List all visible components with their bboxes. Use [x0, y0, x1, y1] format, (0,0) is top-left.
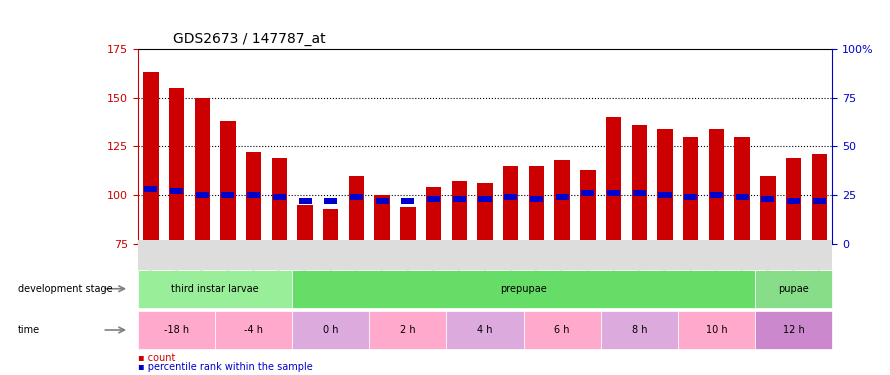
Text: -4 h: -4 h — [244, 325, 263, 335]
Text: 12 h: 12 h — [782, 325, 805, 335]
Bar — [477, 183, 493, 244]
Bar — [170, 188, 183, 194]
Bar — [222, 192, 234, 198]
Bar — [760, 176, 775, 244]
Text: pupae: pupae — [778, 284, 809, 294]
Bar — [786, 158, 801, 244]
Text: 8 h: 8 h — [632, 325, 647, 335]
Text: time: time — [18, 325, 40, 335]
Bar — [684, 194, 697, 200]
Bar — [451, 182, 467, 244]
Bar — [426, 187, 441, 244]
Bar — [143, 72, 158, 244]
Bar — [349, 176, 364, 244]
Bar — [708, 129, 724, 244]
Bar — [324, 198, 337, 204]
Text: GDS2673 / 147787_at: GDS2673 / 147787_at — [173, 32, 325, 46]
Bar — [812, 154, 827, 244]
Bar — [376, 198, 389, 204]
Bar — [246, 152, 262, 244]
Bar — [554, 160, 570, 244]
Bar — [710, 192, 723, 198]
Text: -18 h: -18 h — [164, 325, 189, 335]
Bar — [505, 194, 517, 200]
Bar — [658, 129, 673, 244]
Bar — [607, 190, 620, 196]
Bar — [580, 170, 595, 244]
Bar — [453, 196, 465, 202]
Bar — [581, 190, 595, 196]
Bar — [813, 198, 826, 204]
Bar — [273, 194, 286, 200]
Bar — [503, 166, 519, 244]
Text: ▪ percentile rank within the sample: ▪ percentile rank within the sample — [138, 363, 312, 372]
Bar — [169, 88, 184, 244]
Text: third instar larvae: third instar larvae — [171, 284, 259, 294]
Bar — [529, 166, 544, 244]
Bar — [632, 125, 647, 244]
Text: 10 h: 10 h — [706, 325, 727, 335]
Bar — [606, 117, 621, 244]
Bar — [530, 196, 543, 202]
Bar — [400, 207, 416, 244]
Bar — [555, 194, 569, 200]
Bar — [144, 186, 158, 192]
Bar — [297, 205, 312, 244]
Bar — [375, 195, 390, 244]
Text: 2 h: 2 h — [400, 325, 416, 335]
Bar — [401, 198, 415, 204]
Bar — [271, 158, 287, 244]
Text: prepupae: prepupae — [500, 284, 547, 294]
Text: 6 h: 6 h — [554, 325, 570, 335]
Text: ▪ count: ▪ count — [138, 353, 175, 363]
Bar — [736, 194, 748, 200]
Bar — [427, 196, 441, 202]
Bar — [350, 194, 363, 200]
Bar — [298, 198, 312, 204]
Bar — [195, 98, 210, 244]
Bar — [220, 121, 236, 244]
Bar — [659, 192, 672, 198]
Bar — [761, 196, 774, 202]
Bar — [787, 198, 800, 204]
Bar — [196, 192, 209, 198]
Bar — [683, 136, 699, 244]
Bar — [734, 136, 750, 244]
Text: development stage: development stage — [18, 284, 112, 294]
Text: 4 h: 4 h — [477, 325, 493, 335]
Bar — [323, 209, 338, 244]
Text: 0 h: 0 h — [323, 325, 338, 335]
Bar — [633, 190, 646, 196]
Bar — [247, 192, 260, 198]
Bar — [479, 196, 491, 202]
